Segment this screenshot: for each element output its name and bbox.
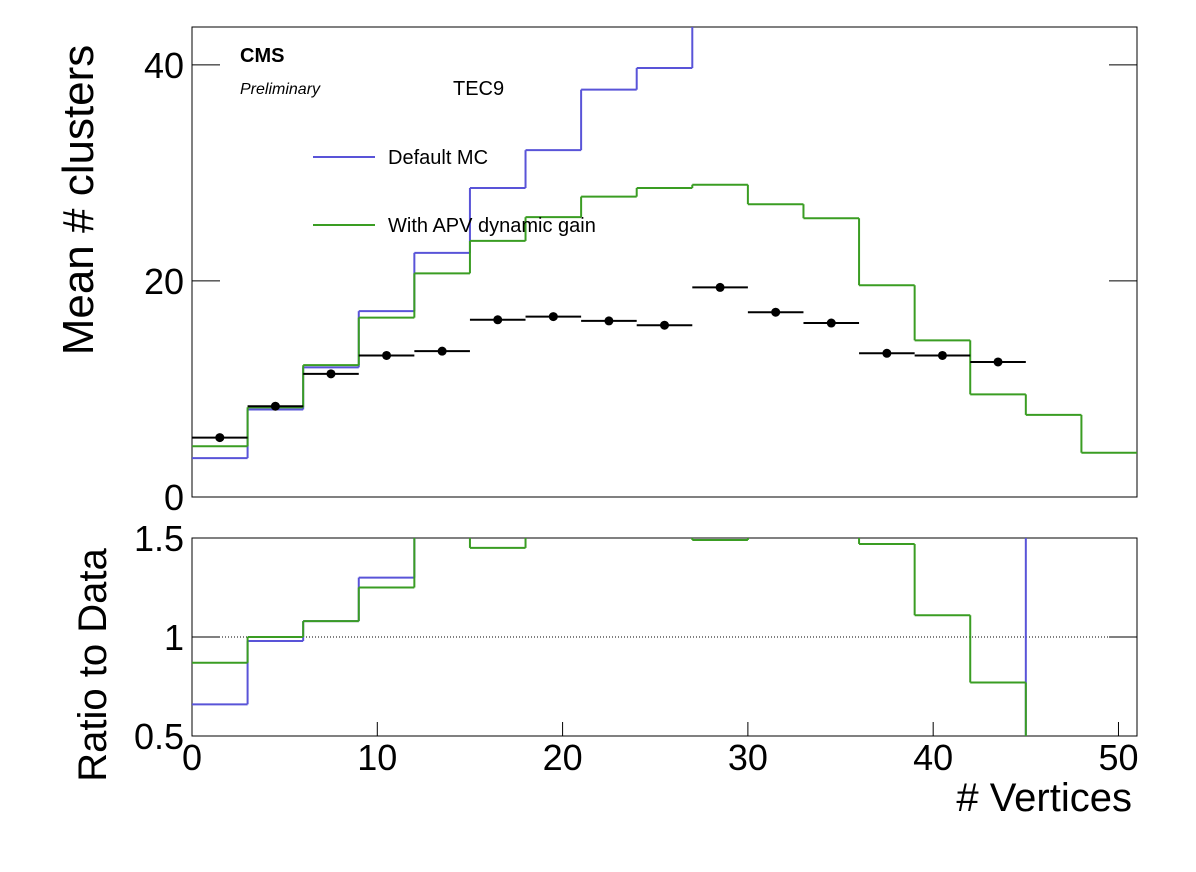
x-tick-label: 20 bbox=[543, 737, 583, 778]
data-point bbox=[437, 346, 447, 356]
data-point bbox=[326, 369, 336, 379]
legend-label: Default MC bbox=[388, 147, 488, 169]
data-point bbox=[993, 357, 1003, 367]
data-point bbox=[604, 316, 614, 326]
cms-label: CMS bbox=[240, 45, 284, 67]
x-tick-label: 30 bbox=[728, 737, 768, 778]
legend-label: With APV dynamic gain bbox=[388, 215, 596, 237]
y-tick-label: 1 bbox=[164, 617, 184, 658]
region-label: TEC9 bbox=[453, 78, 504, 100]
plot-frame bbox=[191, 26, 1138, 498]
plot-area bbox=[192, 538, 1027, 736]
data-point bbox=[548, 312, 558, 322]
y-tick-label: 0.5 bbox=[134, 716, 184, 757]
status-label: Preliminary bbox=[240, 81, 321, 98]
data-point bbox=[771, 307, 781, 317]
x-axis-label: # Vertices bbox=[956, 776, 1132, 820]
y-tick-label: 0 bbox=[164, 477, 184, 518]
y-tick-label: 20 bbox=[144, 261, 184, 302]
y-tick-label: 40 bbox=[144, 45, 184, 86]
x-tick-label: 50 bbox=[1098, 737, 1138, 778]
y-axis-label: Ratio to Data bbox=[71, 548, 115, 782]
data-point bbox=[882, 348, 892, 358]
y-axis-label: Mean # clusters bbox=[54, 45, 103, 356]
data-point bbox=[270, 401, 280, 411]
data-point bbox=[826, 318, 836, 328]
x-tick-label: 10 bbox=[357, 737, 397, 778]
data-point bbox=[382, 350, 392, 360]
data-point bbox=[937, 350, 947, 360]
x-tick-label: 0 bbox=[182, 737, 202, 778]
data-point bbox=[493, 315, 503, 325]
plot-area bbox=[192, 27, 1137, 460]
y-tick-label: 1.5 bbox=[134, 518, 184, 559]
data-point bbox=[715, 282, 725, 292]
data-point bbox=[660, 320, 669, 330]
data-point bbox=[215, 433, 225, 443]
x-tick-label: 40 bbox=[913, 737, 953, 778]
